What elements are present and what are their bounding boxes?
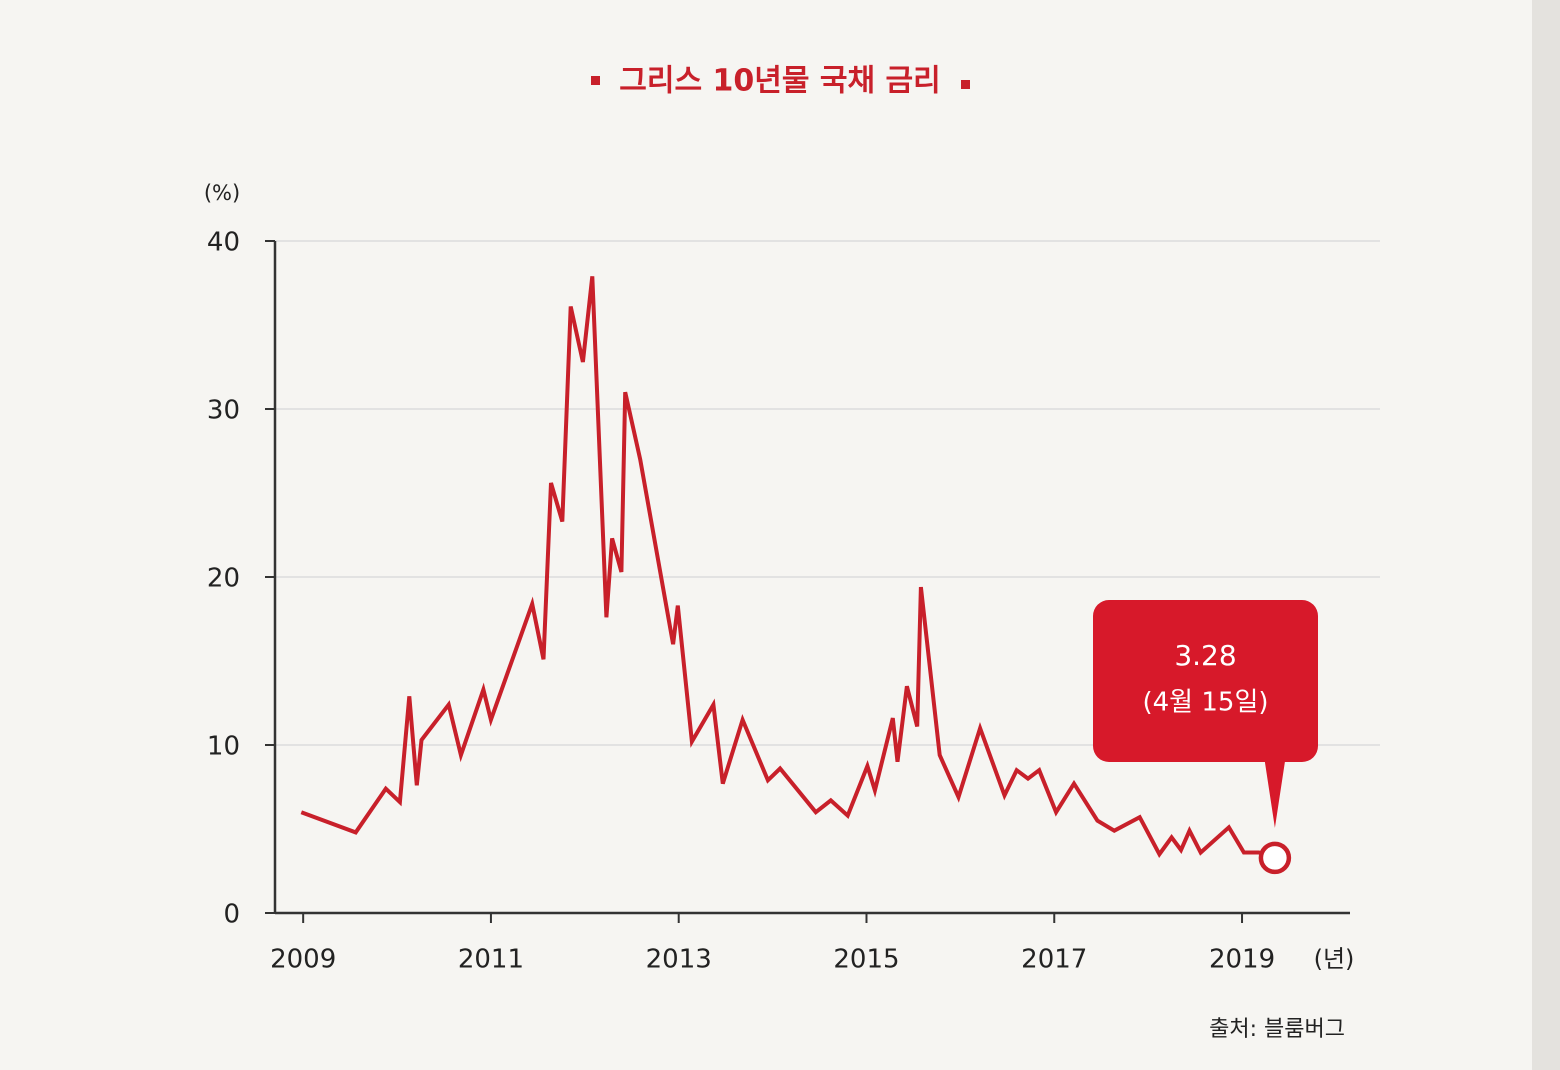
y-axis-label: (%) xyxy=(204,181,240,205)
end-marker xyxy=(1258,841,1292,875)
x-tick-label: 2019 xyxy=(1209,945,1275,975)
callout-value: 3.28 xyxy=(1174,639,1236,672)
page-edge xyxy=(1532,0,1560,1070)
x-tick-label: 2015 xyxy=(833,945,899,975)
callout xyxy=(1093,600,1318,828)
x-tick-label: 2011 xyxy=(458,945,524,975)
y-tick-label: 30 xyxy=(207,396,240,426)
y-tick-label: 20 xyxy=(207,564,240,594)
title-bullet xyxy=(591,76,600,85)
x-tick-label: 2013 xyxy=(646,945,712,975)
x-axis-label: (년) xyxy=(1314,945,1355,973)
callout-date: (4월 15일) xyxy=(1142,688,1268,718)
source: 출처: 블룸버그 xyxy=(1209,1017,1345,1042)
y-tick-label: 40 xyxy=(207,228,240,258)
title-bullet xyxy=(961,80,970,89)
chart-title: 그리스 10년물 국채 금리 xyxy=(619,64,940,99)
y-tick-label: 10 xyxy=(207,732,240,762)
x-tick-label: 2017 xyxy=(1021,945,1087,975)
data-line xyxy=(300,276,1276,860)
y-tick-label: 0 xyxy=(223,900,240,930)
x-tick-label: 2009 xyxy=(270,945,336,975)
